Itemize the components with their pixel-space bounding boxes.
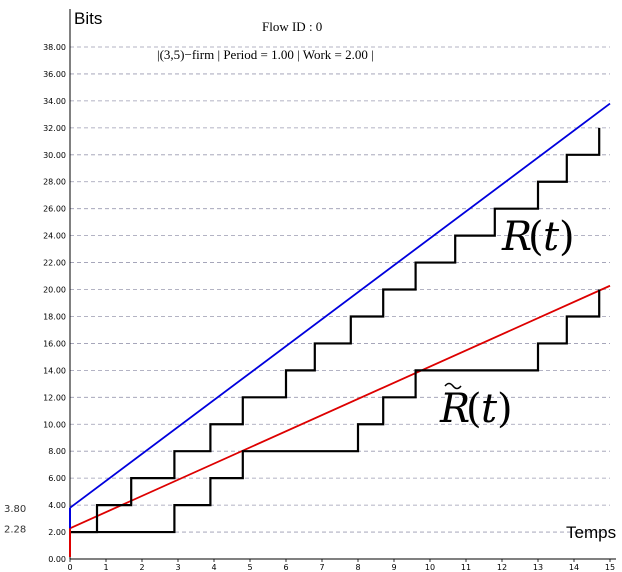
curve-label-open-paren: ( — [528, 214, 544, 260]
x-tick-label: 3 — [175, 563, 180, 572]
x-axis-title: Temps — [566, 523, 616, 542]
x-tick-label: 9 — [391, 563, 396, 572]
x-tick-label: 7 — [319, 563, 324, 572]
y-tick-label: 36.00 — [43, 70, 66, 79]
x-tick-label: 0 — [67, 563, 72, 572]
y-tick-labels: 0.00 2.00 4.00 6.00 8.00 10.00 12.00 14.00 16.00… — [43, 43, 66, 564]
curve-label-arg: t — [481, 386, 498, 432]
y-tick-label: 32.00 — [43, 124, 66, 133]
x-tick-label: 14 — [569, 563, 579, 572]
x-tick-label: 15 — [605, 563, 615, 572]
y-tick-label: 12.00 — [43, 393, 66, 402]
curve-label-open-paren: ( — [466, 386, 482, 432]
marker-label: 3.80 — [4, 504, 26, 515]
y-tick-label: 24.00 — [43, 232, 66, 241]
y-tick-label: 14.00 — [43, 366, 66, 375]
x-tick-label: 1 — [103, 563, 108, 572]
series — [69, 102, 611, 557]
y-tick-label: 34.00 — [43, 97, 66, 106]
x-tick-label: 11 — [461, 563, 471, 572]
y-tick-label: 16.00 — [43, 339, 66, 348]
tilde-icon — [444, 382, 462, 390]
y-tick-label: 22.00 — [43, 259, 66, 268]
curve-label-close-paren: ) — [559, 214, 575, 260]
curve-label-letter: R — [439, 386, 470, 432]
marker-labels: 3.80 2.28 — [4, 504, 26, 535]
staircase-series-3 — [70, 289, 601, 534]
x-tick-labels: 0 1 2 3 4 5 6 7 8 9 10 11 12 13 14 15 — [67, 559, 615, 572]
x-tick-label: 2 — [139, 563, 144, 572]
staircase-series-2 — [70, 127, 601, 534]
grid-lines — [70, 46, 610, 533]
marker-label: 2.28 — [4, 524, 26, 535]
y-tick-label: 18.00 — [43, 312, 66, 321]
curve-label-0: R(t) — [501, 214, 575, 260]
x-tick-label: 13 — [533, 563, 543, 572]
y-tick-label: 6.00 — [48, 474, 66, 483]
y-tick-label: 2.00 — [48, 528, 66, 537]
y-tick-label: 10.00 — [43, 420, 66, 429]
y-tick-label: 0.00 — [48, 555, 66, 564]
y-axis-title: Bits — [74, 9, 102, 28]
y-tick-label: 28.00 — [43, 178, 66, 187]
y-tick-label: 20.00 — [43, 286, 66, 295]
x-tick-label: 6 — [283, 563, 288, 572]
y-tick-label: 26.00 — [43, 205, 66, 214]
x-tick-label: 10 — [425, 563, 435, 572]
chart-title: Flow ID : 0 — [262, 19, 322, 34]
line-series-1 — [69, 284, 611, 530]
y-tick-label: 30.00 — [43, 151, 66, 160]
x-tick-label: 4 — [211, 563, 216, 572]
curve-label-1: R(t) — [439, 382, 513, 432]
line-series-0 — [69, 102, 611, 509]
x-tick-label: 12 — [497, 563, 507, 572]
y-tick-label: 8.00 — [48, 447, 66, 456]
y-tick-label: 4.00 — [48, 501, 66, 510]
chart-subtitle: |(3,5)−firm | Period = 1.00 | Work = 2.0… — [157, 47, 374, 62]
axes — [69, 9, 616, 560]
curve-label-close-paren: ) — [497, 386, 513, 432]
x-tick-label: 8 — [355, 563, 360, 572]
x-tick-label: 5 — [247, 563, 252, 572]
curve-labels: R(t)R(t) — [439, 214, 575, 432]
curve-label-letter: R — [501, 214, 532, 260]
y-tick-label: 38.00 — [43, 43, 66, 52]
curve-label-arg: t — [543, 214, 560, 260]
